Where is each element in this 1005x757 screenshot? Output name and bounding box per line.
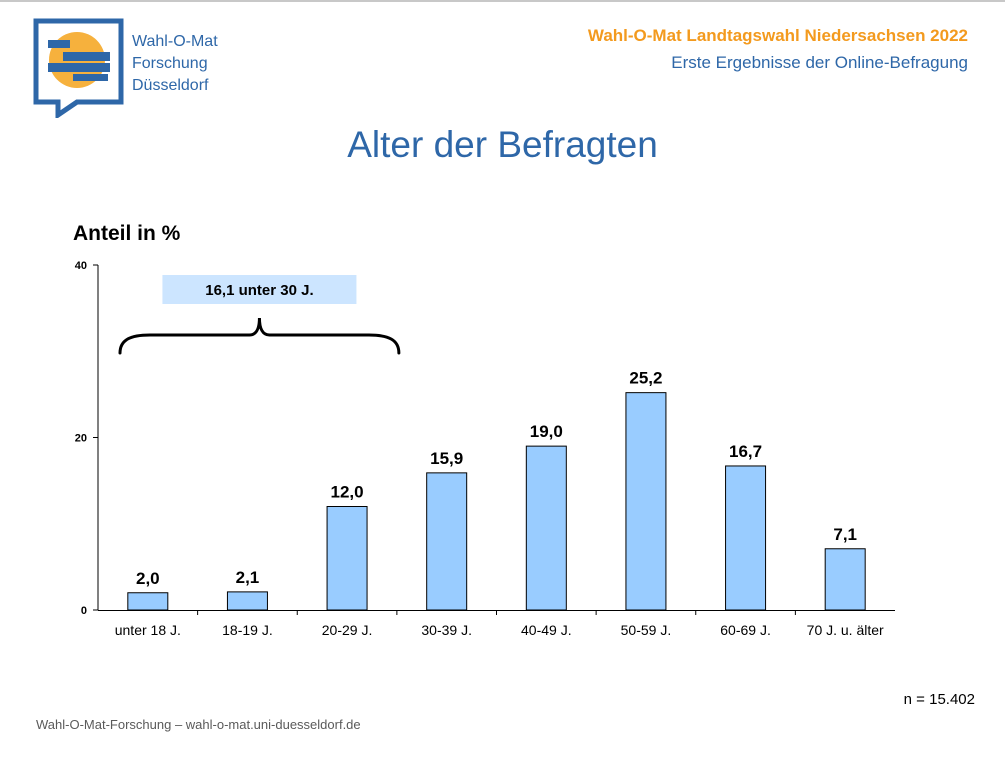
data-label: 12,0 <box>331 483 364 502</box>
annotation-label: 16,1 unter 30 J. <box>205 282 313 299</box>
sample-size-note: n = 15.402 <box>903 691 975 708</box>
annotation-brace <box>118 317 401 355</box>
chart-axes: 0 20 40 unter 18 J. 18-19 J. 20-29 J. 30-39 J.… <box>75 260 895 638</box>
x-tick-label: 60-69 J. <box>720 622 771 638</box>
y-tick-label: 0 <box>81 605 87 617</box>
x-tick-label: 70 J. u. älter <box>807 622 884 638</box>
y-axis-label: Anteil in % <box>73 222 181 245</box>
logo-text-line-3: Düsseldorf <box>132 77 209 94</box>
x-tick-label: unter 18 J. <box>115 622 181 638</box>
bar <box>525 445 567 611</box>
footer-text: Wahl-O-Mat-Forschung – wahl-o-mat.uni-du… <box>36 717 361 732</box>
chart-annotation: 16,1 unter 30 J. <box>118 275 401 355</box>
data-label: 2,1 <box>236 568 260 587</box>
x-tick-label: 40-49 J. <box>521 622 572 638</box>
y-tick-label: 20 <box>75 433 87 445</box>
header-subtitle: Erste Ergebnisse der Online-Befragung <box>671 53 968 72</box>
x-tick-label: 20-29 J. <box>322 622 373 638</box>
annotation-box <box>162 275 357 304</box>
x-tick-label: 18-19 J. <box>222 622 273 638</box>
chart-bars: 2,0 2,1 12,0 15,9 19,0 25,2 16,7 7,1 <box>127 369 866 611</box>
header-title: Wahl-O-Mat Landtagswahl Niedersachsen 20… <box>587 26 968 45</box>
logo-text-line-2: Forschung <box>132 55 208 72</box>
bar <box>326 506 368 611</box>
data-label: 25,2 <box>629 369 662 388</box>
bar <box>625 392 667 611</box>
x-tick-label: 50-59 J. <box>621 622 672 638</box>
data-label: 2,0 <box>136 569 160 588</box>
bar <box>127 592 169 611</box>
bar <box>226 591 268 611</box>
logo-text-line-1: Wahl-O-Mat <box>132 33 218 50</box>
chart-title: Alter der Befragten <box>347 124 658 165</box>
bar <box>824 548 866 611</box>
data-label: 16,7 <box>729 442 762 461</box>
data-label: 7,1 <box>833 525 857 544</box>
bar <box>426 472 468 611</box>
top-rule <box>0 0 1005 2</box>
x-tick-label: 30-39 J. <box>421 622 472 638</box>
data-label: 15,9 <box>430 449 463 468</box>
wahl-o-mat-logo <box>33 18 124 118</box>
bar <box>725 465 767 611</box>
data-label: 19,0 <box>530 422 563 441</box>
y-tick-label: 40 <box>75 260 87 272</box>
